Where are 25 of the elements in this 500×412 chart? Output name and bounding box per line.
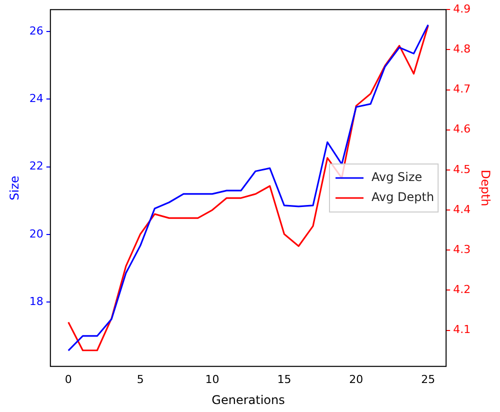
y2-tick-label: 4.5 bbox=[453, 162, 471, 176]
y2-tick-label: 4.7 bbox=[453, 82, 471, 96]
y2-tick-label: 4.1 bbox=[453, 323, 471, 336]
y-tick-label: 24 bbox=[29, 92, 44, 106]
y2-tick-label: 4.4 bbox=[453, 202, 471, 216]
x-tick-label: 15 bbox=[277, 372, 292, 386]
y2-axis-title: Depth bbox=[478, 170, 493, 206]
x-tick-label: 25 bbox=[421, 372, 436, 386]
legend-label: Avg Depth bbox=[372, 190, 434, 204]
y-tick-label: 20 bbox=[29, 227, 44, 240]
x-tick-label: 20 bbox=[349, 372, 364, 386]
y2-tick-label: 4.2 bbox=[453, 283, 471, 296]
x-tick-label: 0 bbox=[64, 372, 72, 386]
y-tick-label: 22 bbox=[29, 160, 44, 173]
y2-tick-label: 4.6 bbox=[453, 122, 471, 136]
x-tick-label: 10 bbox=[205, 372, 220, 386]
legend-label: Avg Size bbox=[372, 170, 422, 184]
y2-tick-label: 4.8 bbox=[453, 42, 471, 56]
x-tick-label: 5 bbox=[136, 372, 144, 386]
y2-tick-label: 4.9 bbox=[453, 2, 471, 16]
y2-tick-label: 4.3 bbox=[453, 243, 471, 256]
y-tick-label: 26 bbox=[29, 24, 44, 38]
y-tick-label: 18 bbox=[29, 295, 44, 308]
y-axis-title: Size bbox=[7, 176, 22, 200]
x-axis-title: Generations bbox=[212, 392, 285, 407]
